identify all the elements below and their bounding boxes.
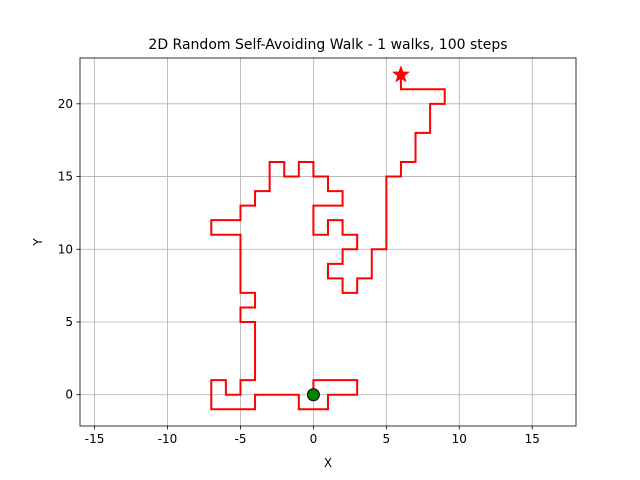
y-tick-label: 5: [65, 315, 73, 329]
x-tick-label: -10: [158, 432, 178, 446]
x-tick-label: 0: [310, 432, 318, 446]
y-tick-label: 10: [58, 242, 73, 256]
x-tick-label: 15: [525, 432, 540, 446]
end-marker: [391, 65, 410, 83]
axes-frame: [79, 57, 577, 427]
plot-area: [210, 65, 446, 411]
x-axis-label: X: [324, 456, 332, 470]
x-tick-label: -15: [85, 432, 105, 446]
y-axis-label: Y: [31, 238, 45, 247]
x-tick-label: 10: [452, 432, 467, 446]
start-marker: [306, 388, 320, 402]
x-tick-label: 5: [383, 432, 391, 446]
x-tick-label: -5: [234, 432, 246, 446]
y-tick-label: 0: [65, 388, 73, 402]
y-tick-label: 15: [58, 170, 73, 184]
chart-title: 2D Random Self-Avoiding Walk - 1 walks, …: [148, 37, 507, 53]
y-tick-label: 20: [58, 97, 73, 111]
walk-path: [210, 74, 446, 411]
